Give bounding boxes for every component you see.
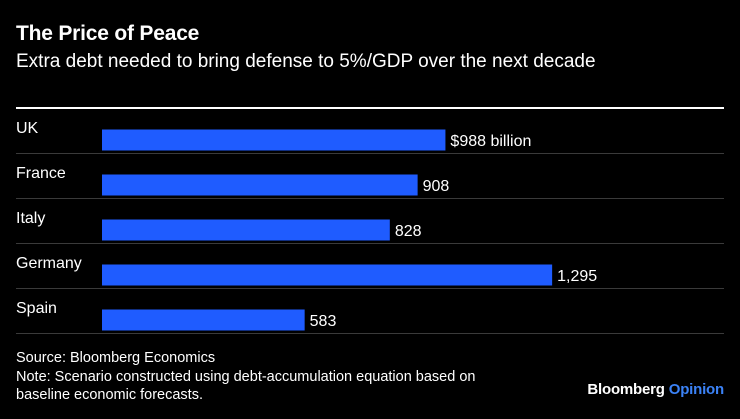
category-label-italy: Italy [16,210,45,227]
brand-name: Bloomberg [587,381,665,398]
category-label-germany: Germany [16,255,82,272]
bar-germany [102,264,553,286]
bar-chart: UK $988 billion France 908 Italy 828 Germany 1,… [16,120,724,334]
value-label-italy: 828 [395,223,422,240]
bloomberg-opinion-logo: Bloomberg Opinion [587,381,724,398]
bar-france [102,174,418,196]
bar-italy [102,219,390,241]
chart-subtitle: Extra debt needed to bring defense to 5%… [16,51,596,72]
note-line-2: baseline economic forecasts. [16,387,203,403]
value-label-france: 908 [423,178,450,195]
bar-spain [102,309,305,331]
value-label-spain: 583 [310,313,337,330]
value-label-uk: $988 billion [450,133,531,150]
value-label-germany: 1,295 [557,268,597,285]
note-line-1: Note: Scenario constructed using debt-ac… [16,369,476,385]
chart-title: The Price of Peace [16,22,200,45]
bar-uk [102,129,446,151]
category-label-spain: Spain [16,300,57,317]
source-note: Source: Bloomberg Economics [16,350,216,366]
category-label-uk: UK [16,120,39,137]
category-label-france: France [16,165,66,182]
brand-suffix: Opinion [668,381,724,398]
top-divider [16,107,724,109]
